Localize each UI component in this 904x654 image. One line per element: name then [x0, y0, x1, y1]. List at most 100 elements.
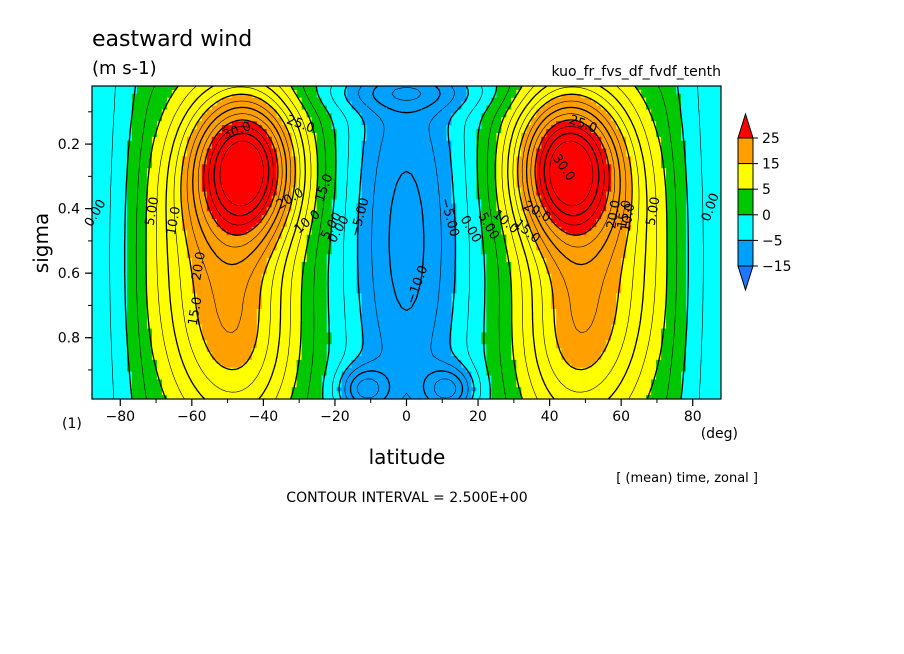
contour-fill-cell — [401, 144, 408, 150]
contour-fill-cell — [396, 172, 403, 177]
contour-fill-cell — [276, 168, 283, 173]
contour-fill-cell — [301, 109, 308, 114]
contour-fill-cell — [156, 222, 163, 228]
contour-fill-cell — [371, 97, 378, 103]
contour-fill-cell — [581, 113, 587, 118]
contour-fill-cell — [536, 172, 542, 177]
contour-fill-cell — [531, 125, 537, 130]
contour-fill-cell — [531, 172, 537, 177]
contour-fill-cell — [351, 222, 358, 228]
contour-fill-cell — [501, 172, 507, 177]
contour-fill-cell — [571, 226, 577, 232]
contour-fill-cell — [476, 132, 482, 138]
contour-fill-cell — [316, 222, 323, 228]
contour-fill-cell — [131, 132, 138, 138]
contour-fill-cell — [611, 89, 617, 95]
contour-fill-cell — [431, 109, 438, 114]
contour-fill-cell — [666, 86, 672, 91]
contour-fill-cell — [696, 168, 702, 173]
contour-fill-cell — [471, 168, 477, 173]
contour-fill-cell — [146, 140, 153, 146]
contour-fill-cell — [276, 219, 283, 224]
contour-fill-cell — [481, 136, 487, 142]
contour-fill-cell — [671, 230, 677, 236]
contour-fill-cell — [326, 148, 333, 154]
contour-fill-cell — [261, 179, 268, 185]
contour-fill-cell — [136, 136, 143, 142]
contour-fill-cell — [186, 168, 193, 173]
contour-fill-cell — [276, 109, 283, 114]
contour-fill-cell — [196, 183, 203, 189]
contour-fill-cell — [376, 164, 383, 169]
contour-fill-cell — [666, 172, 672, 177]
contour-fill-cell — [501, 168, 507, 173]
contour-fill-cell — [326, 168, 333, 173]
contour-fill-cell — [286, 160, 293, 165]
contour-fill-cell — [281, 117, 288, 122]
contour-fill-cell — [491, 105, 497, 111]
contour-fill-cell — [336, 199, 343, 204]
contour-fill-cell — [261, 175, 268, 181]
contour-fill-cell — [326, 179, 333, 185]
contour-fill-cell — [501, 136, 507, 142]
contour-fill-cell — [456, 191, 463, 197]
contour-fill-cell — [111, 140, 118, 146]
contour-fill-cell — [576, 175, 582, 181]
contour-fill-cell — [636, 230, 642, 236]
contour-fill-cell — [246, 93, 253, 99]
contour-fill-cell — [291, 211, 298, 216]
contour-fill-cell — [301, 101, 308, 107]
contour-fill-cell — [641, 144, 647, 150]
contour-fill-cell — [491, 140, 497, 146]
contour-fill-cell — [216, 199, 223, 204]
contour-fill-cell — [676, 226, 682, 232]
contour-fill-cell — [311, 168, 318, 173]
contour-fill-cell — [716, 113, 721, 118]
contour-fill-cell — [266, 148, 273, 154]
contour-fill-cell — [231, 144, 238, 150]
contour-fill-cell — [151, 152, 158, 158]
contour-fill-cell — [116, 113, 123, 118]
contour-fill-cell — [371, 164, 378, 169]
contour-fill-cell — [711, 195, 717, 201]
contour-fill-cell — [281, 199, 288, 204]
contour-fill-cell — [576, 101, 582, 107]
contour-fill-cell — [356, 215, 363, 220]
contour-fill-cell — [516, 132, 522, 138]
contour-fill-cell — [456, 156, 463, 161]
contour-fill-cell — [206, 203, 213, 208]
contour-fill-cell — [631, 164, 637, 169]
contour-fill-cell — [186, 234, 193, 240]
contour-fill-cell — [376, 168, 383, 173]
contour-fill-cell — [426, 109, 433, 114]
contour-fill-cell — [636, 152, 642, 158]
contour-fill-cell — [631, 187, 637, 193]
contour-fill-cell — [706, 97, 712, 103]
contour-fill-cell — [446, 164, 453, 169]
contour-fill-cell — [321, 109, 328, 114]
contour-fill-cell — [106, 132, 113, 138]
contour-fill-cell — [691, 175, 697, 181]
contour-fill-cell — [201, 97, 208, 103]
contour-fill-cell — [421, 160, 428, 165]
contour-fill-cell — [656, 183, 662, 189]
contour-fill-cell — [596, 132, 602, 138]
contour-fill-cell — [176, 207, 183, 212]
contour-fill-cell — [491, 215, 497, 220]
contour-fill-cell — [221, 132, 228, 138]
contour-fill-cell — [146, 195, 153, 201]
contour-fill-cell — [616, 117, 622, 122]
contour-fill-cell — [621, 211, 627, 216]
contour-fill-cell — [626, 183, 632, 189]
contour-fill-cell — [511, 144, 517, 150]
contour-fill-cell — [696, 97, 702, 103]
contour-fill-cell — [716, 140, 721, 146]
contour-fill-cell — [381, 187, 388, 193]
contour-fill-cell — [256, 195, 263, 201]
contour-fill-cell — [266, 207, 273, 212]
contour-fill-cell — [511, 199, 517, 204]
contour-fill-cell — [716, 101, 721, 107]
contour-fill-cell — [441, 152, 448, 158]
contour-fill-cell — [716, 203, 721, 208]
contour-fill-cell — [311, 215, 318, 220]
